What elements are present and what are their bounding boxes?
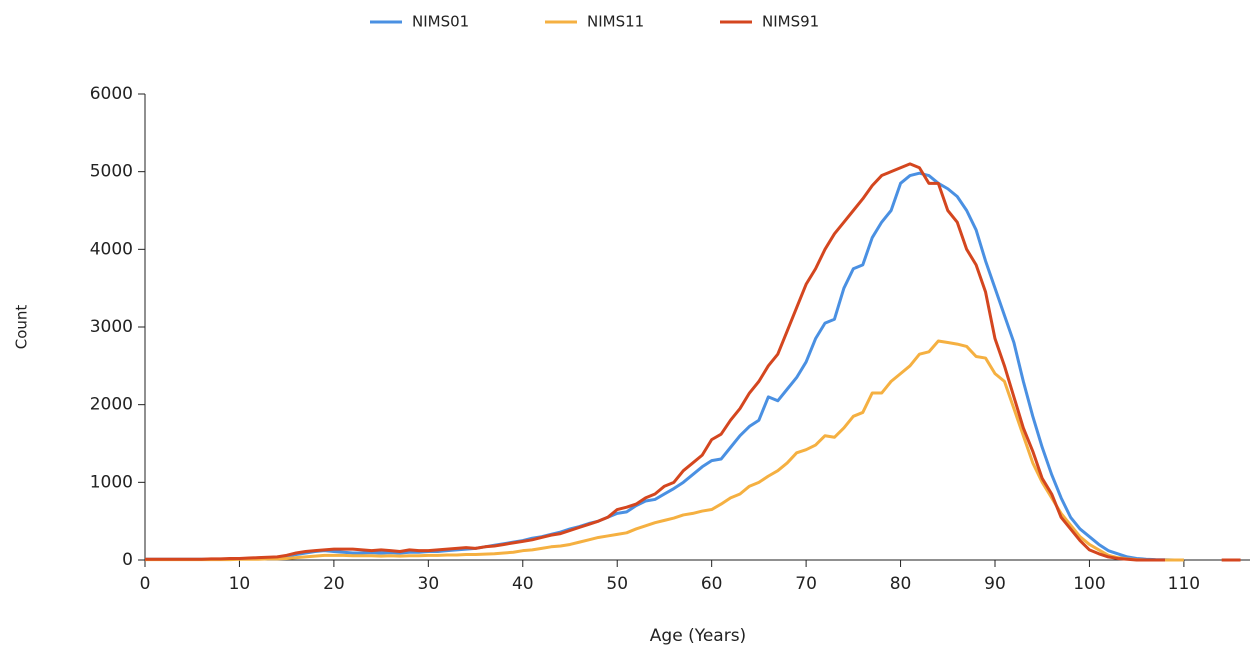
x-axis-label: Age (Years)	[650, 626, 746, 646]
y-axis-label: Count	[13, 305, 31, 350]
x-tick-label: 100	[1073, 574, 1105, 594]
series-line	[145, 171, 1184, 562]
x-tick-label: 90	[984, 574, 1006, 594]
legend-label: NIMS01	[412, 13, 469, 31]
y-tick-label: 5000	[90, 162, 133, 182]
x-tick-label: 80	[890, 574, 912, 594]
x-tick-label: 70	[795, 574, 817, 594]
x-tick-label: 30	[418, 574, 440, 594]
series-line	[145, 339, 1184, 562]
y-tick-label: 3000	[90, 317, 133, 337]
y-tick-label: 4000	[90, 239, 133, 259]
x-tick-label: 0	[140, 574, 151, 594]
y-tick-label: 1000	[90, 472, 133, 492]
series-line	[145, 162, 1241, 562]
x-tick-label: 110	[1168, 574, 1200, 594]
legend-label: NIMS11	[587, 13, 644, 31]
x-tick-label: 40	[512, 574, 534, 594]
legend-label: NIMS91	[762, 13, 819, 31]
x-tick-label: 20	[323, 574, 345, 594]
x-tick-label: 10	[229, 574, 251, 594]
x-tick-label: 60	[701, 574, 723, 594]
y-tick-label: 6000	[90, 84, 133, 104]
y-tick-label: 0	[122, 550, 133, 570]
x-tick-label: 50	[606, 574, 628, 594]
y-tick-label: 2000	[90, 395, 133, 415]
